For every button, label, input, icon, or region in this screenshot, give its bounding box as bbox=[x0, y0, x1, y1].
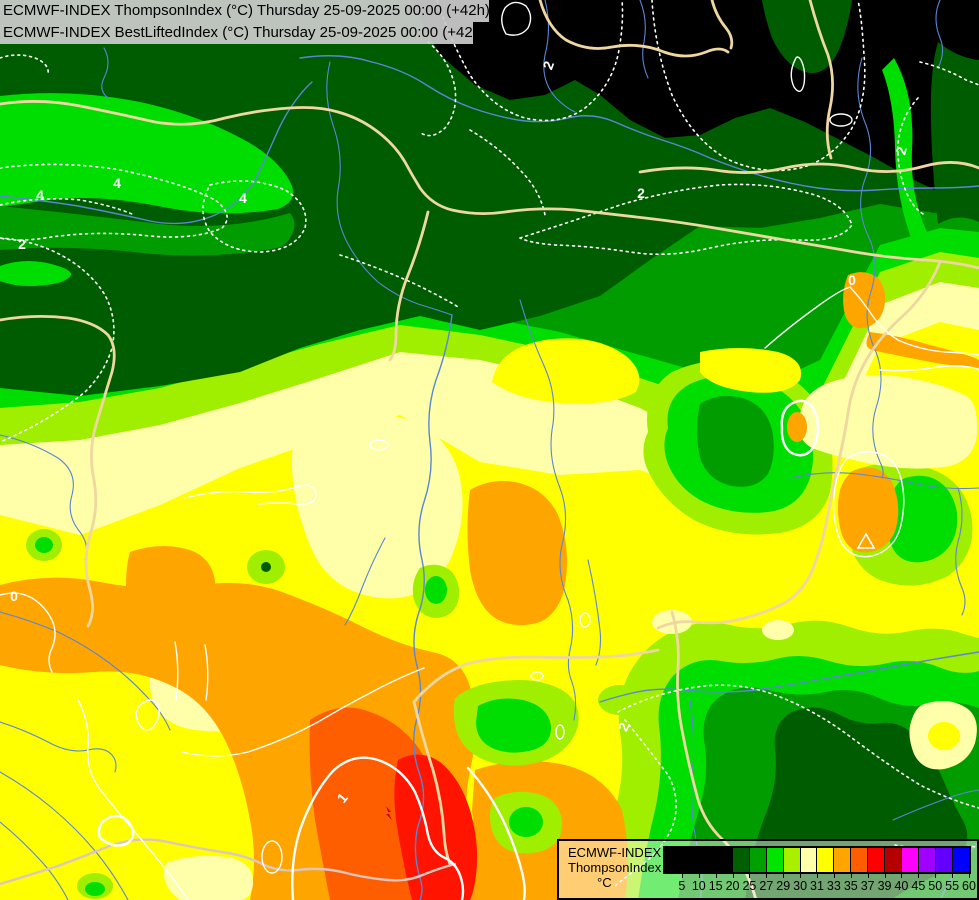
legend-tick-label: 35 bbox=[843, 879, 858, 893]
red-arrow-mark bbox=[386, 806, 392, 820]
legend-tick-mark bbox=[833, 874, 835, 878]
legend-color-cell bbox=[885, 848, 903, 872]
legend-color-cell bbox=[715, 848, 733, 872]
legend-color-cell bbox=[851, 848, 869, 872]
legend-tick-label: 60 bbox=[962, 879, 976, 893]
title-line-thompson-index: ECMWF-INDEX ThompsonIndex (°C) Thursday … bbox=[0, 0, 490, 22]
legend-color-cell bbox=[681, 848, 699, 872]
legend-tick-label: 5 bbox=[678, 879, 686, 893]
legend-color-cell bbox=[766, 848, 784, 872]
legend-color-cell bbox=[902, 848, 920, 872]
legend-tick-mark bbox=[969, 874, 970, 878]
legend-tick-label: 20 bbox=[725, 879, 740, 893]
contour-value-label: 4 bbox=[36, 187, 44, 203]
legend-tick-mark bbox=[783, 874, 785, 878]
legend-tick-label: 30 bbox=[793, 879, 808, 893]
legend-tick-mark bbox=[918, 874, 920, 878]
legend-tick-mark bbox=[749, 874, 751, 878]
legend-tick-label: 40 bbox=[894, 879, 909, 893]
contour-value-label: 0 bbox=[848, 272, 856, 288]
legend-tick-mark bbox=[952, 874, 954, 878]
legend-tick-label: 31 bbox=[810, 879, 824, 893]
legend-tick-mark bbox=[698, 874, 700, 878]
legend-units: °C bbox=[597, 875, 612, 890]
legend-color-cell bbox=[817, 848, 835, 872]
contour-value-label: 2 bbox=[18, 236, 26, 252]
legend-tick-mark bbox=[817, 874, 818, 878]
map-marks bbox=[386, 532, 876, 820]
legend-tick-label: 15 bbox=[708, 879, 723, 893]
legend-tick-label: 25 bbox=[742, 879, 757, 893]
legend-color-cell bbox=[936, 848, 953, 872]
title-line-best-lifted-index: ECMWF-INDEX BestLiftedIndex (°C) Thursda… bbox=[0, 22, 486, 44]
legend-color-cell bbox=[834, 848, 852, 872]
legend-tick-mark bbox=[850, 874, 852, 878]
contour-value-label: 4 bbox=[239, 190, 247, 206]
legend-tick-label: 39 bbox=[877, 879, 892, 893]
legend-tick-mark bbox=[867, 874, 869, 878]
legend-box: ECMWF-INDEX ThompsonIndex °C 5 10 15 20 25 27… bbox=[557, 839, 979, 900]
map-header: ECMWF-INDEX ThompsonIndex (°C) Thursday … bbox=[0, 0, 490, 44]
contour-value-label: 0 bbox=[10, 588, 18, 604]
contour-value-label: 2 bbox=[892, 145, 910, 157]
legend-colorbar bbox=[663, 846, 971, 874]
legend-subtitle: ThompsonIndex bbox=[568, 860, 662, 875]
legend-color-cell bbox=[749, 848, 767, 872]
legend-tick-mark bbox=[681, 874, 683, 878]
legend-tick-label: 50 bbox=[928, 879, 943, 893]
legend-color-cell bbox=[919, 848, 936, 872]
legend-title: ECMWF-INDEX bbox=[568, 845, 662, 860]
legend-tick-label: 55 bbox=[945, 879, 960, 893]
legend-tick-label: 10 bbox=[691, 879, 706, 893]
legend-color-cell bbox=[952, 848, 969, 872]
legend-color-cell bbox=[800, 848, 818, 872]
contour-value-label: 2 bbox=[637, 185, 645, 201]
legend-tick-mark bbox=[800, 874, 802, 878]
legend-tick-label: 33 bbox=[826, 879, 841, 893]
legend-color-cell bbox=[783, 848, 801, 872]
triangle-mark bbox=[856, 532, 876, 549]
legend-color-cell bbox=[698, 848, 716, 872]
legend-tick-label: 27 bbox=[759, 879, 774, 893]
legend-color-cell bbox=[868, 848, 886, 872]
legend-color-cell bbox=[665, 848, 682, 872]
legend-tick-mark bbox=[901, 874, 903, 878]
legend-tick-mark bbox=[935, 874, 937, 878]
legend-color-cell bbox=[732, 848, 750, 872]
legend-tick-label: 45 bbox=[911, 879, 926, 893]
legend-tick-mark bbox=[884, 874, 886, 878]
legend-tick-mark bbox=[766, 874, 768, 878]
legend-tick-label: 29 bbox=[776, 879, 791, 893]
legend-tick-mark bbox=[732, 874, 734, 878]
contour-value-label: 4 bbox=[113, 175, 121, 191]
legend-tick-mark bbox=[715, 874, 717, 878]
legend-tick-label: 37 bbox=[860, 879, 875, 893]
